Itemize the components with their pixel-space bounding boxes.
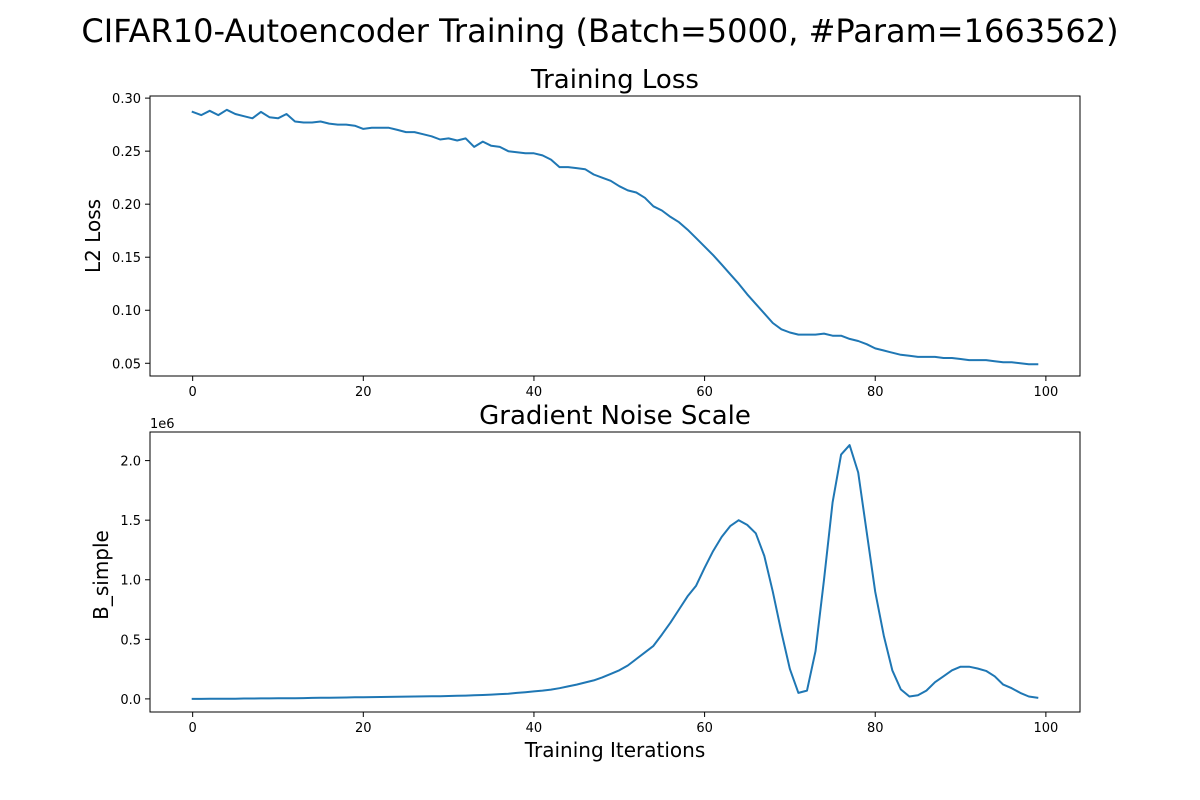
- training-loss-plot-frame: [149, 95, 1081, 377]
- gradient-noise-scale-xtick-label: 80: [867, 721, 884, 736]
- training-loss-xtick-label: 100: [1033, 385, 1058, 400]
- training-loss-title: Training Loss: [530, 65, 699, 95]
- gradient-noise-scale-xtick-label: 20: [355, 721, 372, 736]
- training-loss-chart: Training Loss L2 Loss 0 20 40 60 80 100 0.05 0.…: [81, 65, 1081, 400]
- training-loss-xtick-label: 80: [867, 385, 884, 400]
- gradient-noise-scale-ytick-label: 1.5: [120, 514, 141, 529]
- gradient-noise-scale-series-line: [191, 444, 1039, 700]
- gradient-noise-scale-xtick-label: 0: [189, 721, 197, 736]
- gradient-noise-scale-xtick-label: 40: [526, 721, 543, 736]
- gradient-noise-scale-ytick-label: 1.0: [120, 574, 141, 589]
- gradient-noise-scale-ylabel: B_simple: [89, 530, 113, 620]
- training-loss-ytick-label: 0.20: [112, 198, 141, 213]
- gradient-noise-scale-xtick-label: 60: [696, 721, 713, 736]
- gradient-noise-scale-xlabel: Training Iterations: [524, 738, 706, 762]
- gradient-noise-scale-chart: Gradient Noise Scale B_simple Training I…: [89, 401, 1081, 762]
- gradient-noise-scale-ytick-label: 0.0: [120, 693, 141, 708]
- training-loss-ylabel: L2 Loss: [81, 199, 105, 273]
- gradient-noise-scale-xtick-label: 100: [1033, 721, 1058, 736]
- training-loss-ytick-label: 0.15: [112, 251, 141, 266]
- gradient-noise-scale-offset-text: 1e6: [150, 417, 175, 432]
- training-loss-ytick-label: 0.30: [112, 92, 141, 107]
- training-loss-ytick-label: 0.10: [112, 304, 141, 319]
- training-loss-ticks: 0 20 40 60 80 100 0.05 0.10 0.15 0.20 0.25 0.30: [112, 92, 1058, 400]
- gradient-noise-scale-ytick-label: 0.5: [120, 633, 141, 648]
- training-loss-xtick-label: 0: [189, 385, 197, 400]
- training-loss-ytick-label: 0.25: [112, 145, 141, 160]
- figure-suptitle: CIFAR10-Autoencoder Training (Batch=5000…: [81, 12, 1118, 50]
- gradient-noise-scale-ticks: 0 20 40 60 80 100 0.0 0.5 1.0 1.5 2.0: [120, 455, 1058, 736]
- training-loss-xtick-label: 20: [355, 385, 372, 400]
- training-loss-series-line: [191, 108, 1039, 366]
- gradient-noise-scale-title: Gradient Noise Scale: [479, 401, 751, 431]
- training-loss-xtick-label: 60: [696, 385, 713, 400]
- gradient-noise-scale-plot-frame: [149, 431, 1081, 713]
- training-loss-xtick-label: 40: [526, 385, 543, 400]
- training-loss-ytick-label: 0.05: [112, 357, 141, 372]
- gradient-noise-scale-ytick-label: 2.0: [120, 455, 141, 470]
